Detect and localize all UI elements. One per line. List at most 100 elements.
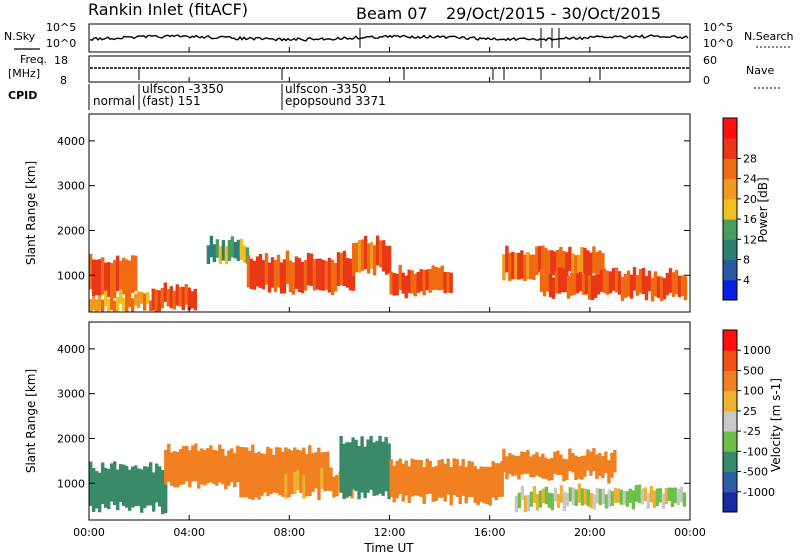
heatmap-cell <box>248 450 252 486</box>
heatmap-cell <box>327 257 332 293</box>
heatmap-cell <box>583 455 587 477</box>
heatmap-cell <box>107 299 111 312</box>
heatmap-cell <box>514 495 519 513</box>
heatmap-cell <box>628 488 633 503</box>
heatmap-cell <box>348 442 352 497</box>
heatmap-cell <box>278 472 282 496</box>
heatmap-cell <box>443 463 447 502</box>
heatmap-cell <box>589 451 593 476</box>
heatmap-cell <box>269 448 273 484</box>
heatmap-cell <box>610 491 615 506</box>
colorbar-tick-label: -100 <box>743 445 768 458</box>
heatmap-cell <box>342 443 346 499</box>
heatmap-cell <box>656 276 661 298</box>
heatmap-cell <box>523 254 527 281</box>
colorbar-tick-label: 500 <box>743 364 764 377</box>
heatmap-cell <box>553 251 557 276</box>
colorbar-tick-label: 8 <box>743 254 750 267</box>
heatmap-cell <box>535 452 539 476</box>
heatmap-cell <box>143 466 147 509</box>
heatmap-cell <box>194 443 198 482</box>
heatmap-cell <box>452 458 456 495</box>
heatmap-cell <box>434 466 438 501</box>
heatmap-cell <box>595 454 599 479</box>
heatmap-cell <box>548 274 553 298</box>
heatmap-cell <box>323 468 327 492</box>
heatmap-cell <box>101 462 105 504</box>
heatmap-cell <box>224 455 228 490</box>
x-tick-label: 00:00 <box>674 526 706 539</box>
heatmap-cell <box>557 267 562 294</box>
heatmap-cell <box>416 460 420 496</box>
heatmap-cell <box>119 464 123 503</box>
heatmap-cell <box>617 271 622 295</box>
freq-traces <box>90 67 689 80</box>
heatmap-cell <box>629 274 634 299</box>
heatmap-cell <box>197 450 201 489</box>
power-heatmap <box>89 235 688 312</box>
heatmap-cell <box>251 444 255 484</box>
heatmap-cell <box>404 275 408 299</box>
heatmap-cell <box>381 240 386 272</box>
heatmap-cell <box>581 274 586 295</box>
colorbar-tick-label: 20 <box>743 193 757 206</box>
heatmap-cell <box>318 258 323 291</box>
heatmap-cell <box>221 448 225 485</box>
y-tick-label: 4000 <box>57 343 85 356</box>
heatmap-cell <box>149 462 153 506</box>
heatmap-cell <box>92 259 96 297</box>
heatmap-cell <box>596 274 601 295</box>
heatmap-cell <box>233 453 237 488</box>
colorbar-tick-label: 100 <box>743 385 764 398</box>
heatmap-cell <box>419 460 423 498</box>
heatmap-cell <box>254 472 258 498</box>
heatmap-cell <box>345 442 349 498</box>
nsky-trace <box>89 34 689 42</box>
heatmap-cell <box>326 451 330 489</box>
freq-unit: [MHz] <box>8 67 40 80</box>
heatmap-cell <box>184 284 188 305</box>
colorbar-tick-label: -25 <box>743 425 761 438</box>
heatmap-cell <box>401 463 405 502</box>
heatmap-cell <box>547 492 552 508</box>
heatmap-cell <box>556 249 560 279</box>
heatmap-cell <box>381 441 385 496</box>
heatmap-cell <box>272 470 276 493</box>
heatmap-cell <box>125 259 129 298</box>
heatmap-cell <box>608 271 613 294</box>
heatmap-cell <box>461 459 465 496</box>
heatmap-cell <box>375 440 379 496</box>
heatmap-cell <box>95 471 99 509</box>
heatmap-cell <box>643 487 648 502</box>
heatmap-cell <box>181 286 185 311</box>
heatmap-cell <box>339 252 344 286</box>
heatmap-cell <box>577 483 582 503</box>
noise-traces <box>89 28 689 48</box>
heatmap-cell <box>440 459 444 498</box>
heatmap-cell <box>294 256 299 289</box>
heatmap-cell <box>293 447 297 483</box>
heatmap-cell <box>255 256 260 287</box>
heatmap-cell <box>482 466 486 504</box>
heatmap-cell <box>638 268 643 294</box>
heatmap-cell <box>113 259 117 299</box>
heatmap-cell <box>568 448 572 472</box>
heatmap-cell <box>556 450 560 475</box>
heatmap-cell <box>553 451 557 474</box>
heatmap-cell <box>354 242 359 273</box>
colorbar-swatch <box>723 138 737 159</box>
heatmap-cell <box>299 467 303 493</box>
heatmap-cell <box>535 493 540 511</box>
heatmap-cell <box>592 246 596 274</box>
heatmap-cell <box>134 255 138 292</box>
heatmap-cell <box>562 250 566 281</box>
colorbar-swatch <box>723 451 737 473</box>
heatmap-cell <box>679 486 684 503</box>
x-tick-label: 00:00 <box>73 526 105 539</box>
heatmap-cell <box>89 299 93 312</box>
heatmap-cell <box>266 473 270 497</box>
heatmap-cell <box>422 269 426 296</box>
heatmap-cell <box>599 269 604 292</box>
colorbar-tick-label: -500 <box>743 466 768 479</box>
nave-tick-bottom: 0 <box>703 74 710 87</box>
